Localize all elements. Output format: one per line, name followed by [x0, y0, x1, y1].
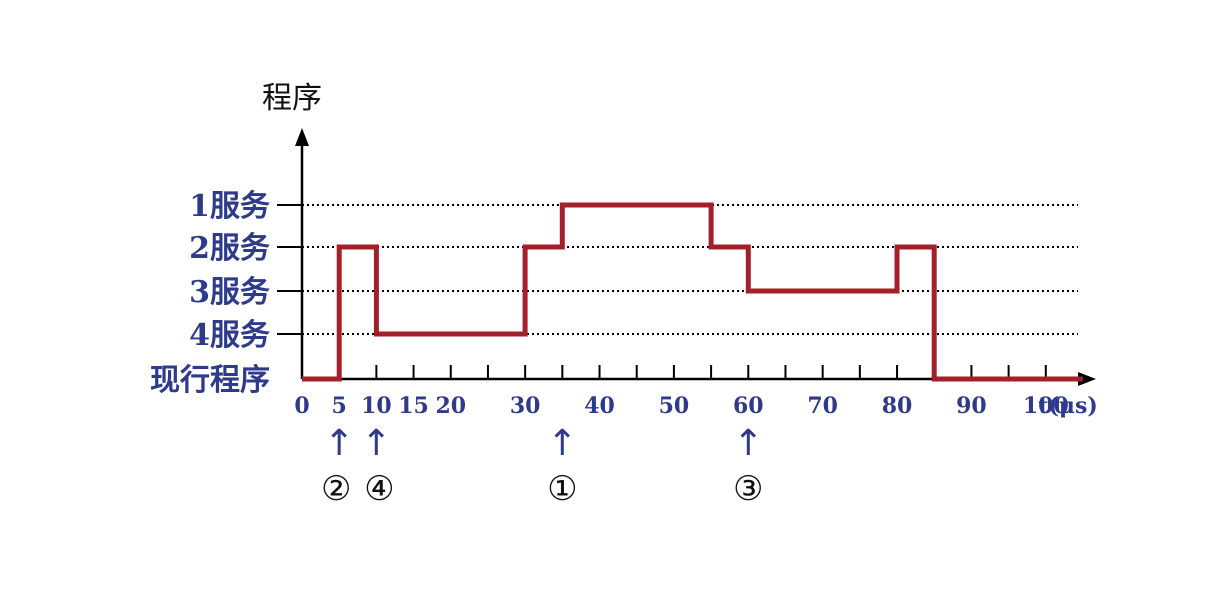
x-tick-label-15: 15 [398, 393, 429, 419]
grid-layer [302, 204, 1078, 335]
annotation-label-3: ① [547, 469, 577, 509]
annotation-arrow-1: ↑ [324, 423, 354, 464]
x-axis-arrowhead [1078, 372, 1096, 386]
x-axis-unit-label: t(μs) [1038, 393, 1097, 419]
x-tick-label-60: 60 [733, 393, 764, 419]
annotation-label-1: ② [321, 469, 351, 509]
axes-layer [277, 128, 1096, 386]
series-line-1 [302, 202, 1083, 382]
y-axis-title: 程序 [262, 81, 322, 116]
y-level-label-1: 1服务 [189, 189, 270, 224]
annotation-label-4: ③ [733, 469, 763, 509]
annotation-arrow-2: ↑ [361, 423, 391, 464]
x-tick-label-90: 90 [956, 393, 987, 419]
y-level-label-2: 2服务 [189, 231, 270, 266]
annotations-layer: ↑②↑④↑①↑③ [321, 423, 764, 509]
x-tick-label-10: 10 [361, 393, 392, 419]
x-tick-label-0: 0 [294, 393, 309, 419]
annotation-label-2: ④ [364, 469, 394, 509]
x-tick-label-20: 20 [435, 393, 466, 419]
annotation-arrow-3: ↑ [547, 423, 577, 464]
series-layer [302, 202, 1083, 382]
x-tick-label-50: 50 [659, 393, 690, 419]
x-tick-label-30: 30 [510, 393, 541, 419]
annotation-arrow-4: ↑ [733, 423, 763, 464]
x-tick-label-100: 100 [1023, 393, 1069, 419]
x-tick-label-80: 80 [882, 393, 913, 419]
x-tick-label-70: 70 [807, 393, 838, 419]
y-level-label-4: 4服务 [189, 318, 270, 353]
y-level-label-5: 现行程序 [150, 363, 270, 398]
x-tick-label-5: 5 [332, 393, 347, 419]
y-axis-arrowhead [295, 128, 309, 146]
x-tick-label-40: 40 [584, 393, 615, 419]
y-level-label-3: 3服务 [189, 275, 270, 310]
